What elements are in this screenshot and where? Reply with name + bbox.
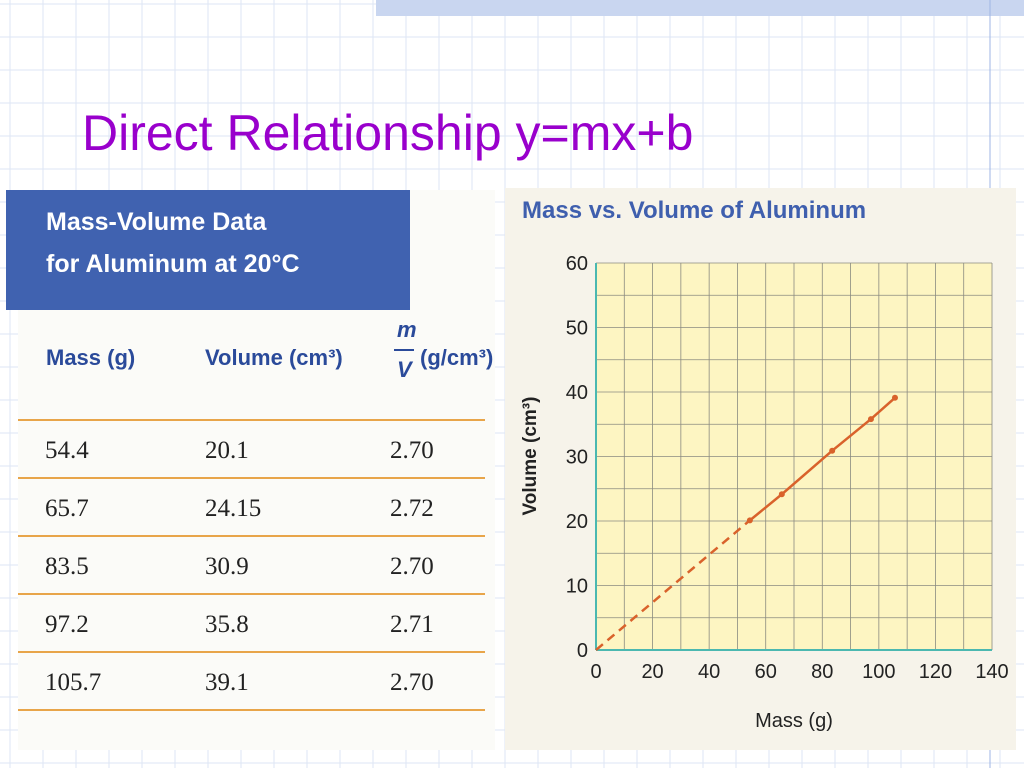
column-header: Volume (cm³): [205, 345, 343, 370]
column-header: (g/cm³): [420, 345, 493, 370]
x-tick-label: 100: [862, 661, 895, 683]
chart-title: Mass vs. Volume of Aluminum: [522, 197, 866, 224]
y-axis-label: Volume (cm³): [520, 397, 541, 516]
data-point: [867, 416, 874, 423]
y-tick-label: 30: [566, 447, 588, 469]
cell: 2.70: [390, 669, 434, 696]
x-tick-label: 20: [641, 661, 663, 683]
data-point: [778, 491, 785, 498]
y-tick-label: 40: [566, 382, 588, 404]
top-band: [376, 0, 1024, 16]
x-tick-label: 0: [590, 661, 601, 683]
cell: 2.70: [390, 553, 434, 580]
cell: 39.1: [205, 669, 249, 696]
column-header: Mass (g): [46, 345, 135, 370]
table-panel: Mass-Volume Data for Aluminum at 20°C Ma…: [6, 190, 495, 750]
x-tick-label: 40: [698, 661, 720, 683]
data-point: [891, 394, 898, 401]
x-tick-label: 140: [975, 661, 1008, 683]
data-line: [595, 519, 751, 651]
data-point: [829, 447, 836, 454]
cell: 30.9: [205, 553, 249, 580]
y-tick-label: 20: [566, 511, 588, 533]
cell: 24.15: [205, 495, 261, 522]
cell: 20.1: [205, 437, 249, 464]
cell: 2.72: [390, 495, 434, 522]
x-tick-label: 80: [811, 661, 833, 683]
cell: 105.7: [45, 669, 101, 696]
table-title: Mass-Volume Data: [46, 208, 268, 236]
cell: 83.5: [45, 553, 89, 580]
table-title: for Aluminum at 20°C: [46, 250, 300, 278]
cell: 54.4: [45, 437, 89, 464]
cell: 97.2: [45, 611, 89, 638]
cell: 2.70: [390, 437, 434, 464]
cell: 2.71: [390, 611, 434, 638]
y-tick-label: 50: [566, 318, 588, 340]
ratio-denominator: V: [397, 357, 414, 382]
cell: 65.7: [45, 495, 89, 522]
y-tick-label: 0: [577, 640, 588, 662]
y-tick-label: 60: [566, 253, 588, 275]
slide-title: Direct Relationship y=mx+b: [82, 105, 693, 161]
ratio-numerator: m: [397, 317, 417, 342]
table-header-box: [6, 190, 410, 310]
cell: 35.8: [205, 611, 249, 638]
table-rows: 54.4 20.1 2.70 65.7 24.15 2.72 83.5 30.9 2.70 97.…: [18, 419, 485, 711]
x-tick-label: 120: [919, 661, 952, 683]
x-axis-label: Mass (g): [755, 710, 833, 732]
y-tick-label: 10: [566, 576, 588, 598]
x-tick-label: 60: [755, 661, 777, 683]
